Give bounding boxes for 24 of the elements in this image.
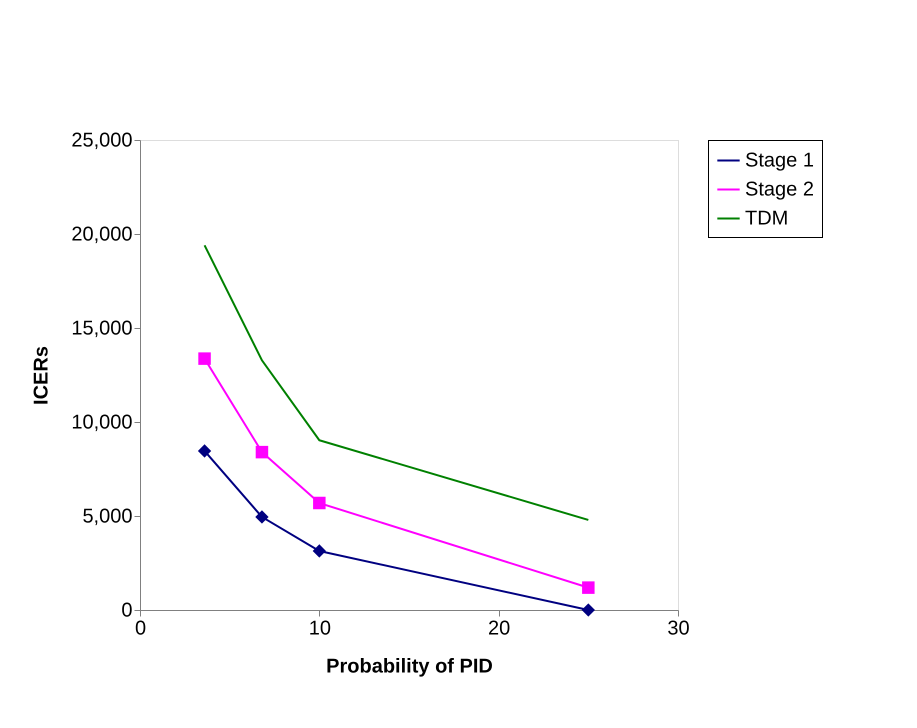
y-tick-label: 5,000 <box>82 506 132 528</box>
legend-label: TDM <box>745 208 788 230</box>
line-series <box>204 244 590 521</box>
x-tick-label: 0 <box>134 618 146 640</box>
legend-label: Stage 1 <box>745 150 814 172</box>
point <box>256 510 268 524</box>
legend-label: Stage 2 <box>745 178 814 200</box>
point <box>198 444 211 458</box>
point <box>313 544 326 558</box>
point <box>313 496 326 510</box>
point <box>256 446 268 458</box>
y-axis-title: ICERs <box>30 346 52 405</box>
x-tick-label: 10 <box>308 618 331 640</box>
x-tick-label: 20 <box>488 618 510 640</box>
x-axis-title: Probability of PID <box>326 656 493 678</box>
y-tick-label: 0 <box>121 600 132 622</box>
y-tick-label: 10,000 <box>71 412 132 434</box>
y-tick-label: 25,000 <box>71 130 132 152</box>
point <box>582 581 595 594</box>
point <box>582 604 595 616</box>
x-tick-label: 30 <box>667 618 690 640</box>
y-tick-label: 20,000 <box>71 224 132 246</box>
point <box>198 352 211 365</box>
y-tick-label: 15,000 <box>71 318 132 340</box>
